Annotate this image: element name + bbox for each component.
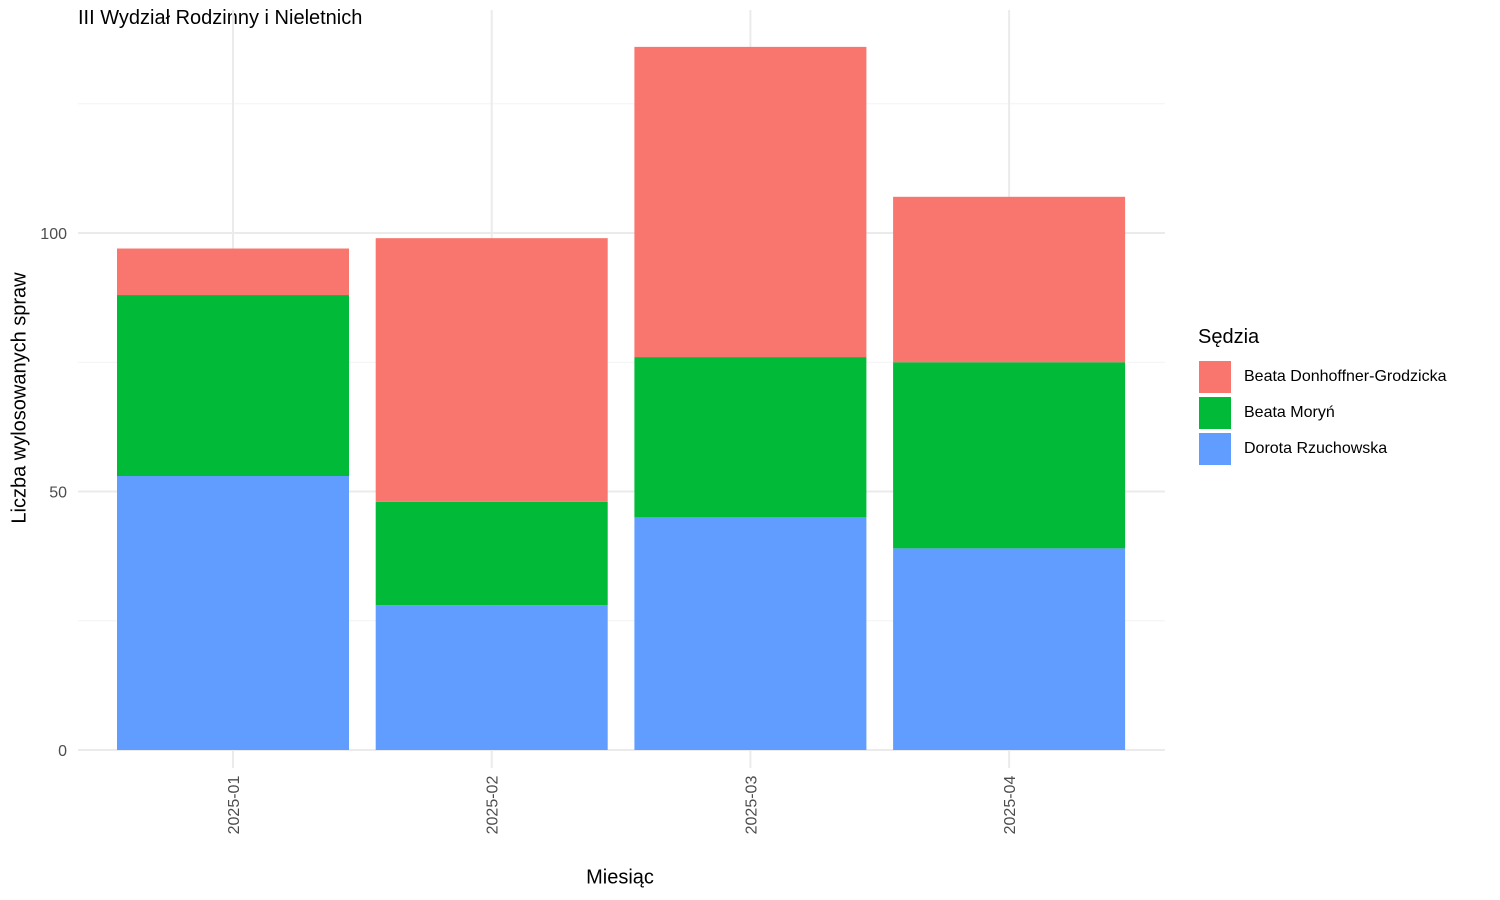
bar-segment: [634, 357, 867, 518]
bar-segment: [375, 501, 608, 606]
legend-label: Beata Donhoffner-Grodzicka: [1244, 368, 1447, 385]
legend-key-moryn: [1198, 396, 1232, 430]
bar-segment: [117, 248, 349, 296]
bar-segment: [893, 196, 1126, 363]
legend-key-donhoffner: [1198, 360, 1232, 394]
bar-segment: [893, 362, 1126, 549]
bar-segment: [375, 238, 608, 502]
bar-segment: [117, 295, 349, 476]
legend: Sędzia Beata Donhoffner-Grodzicka Beata …: [1198, 326, 1446, 467]
x-tick-label: 2025-03: [743, 776, 760, 835]
bar-segment: [375, 605, 608, 750]
bar-segment: [634, 46, 867, 358]
bar-segment: [634, 517, 867, 750]
bar-segment: [893, 548, 1126, 750]
y-axis-label: Liczba wylosowanych spraw: [8, 272, 31, 524]
legend-title: Sędzia: [1198, 326, 1260, 348]
legend-key-rzuchowska: [1198, 432, 1232, 466]
x-tick-label: 2025-01: [226, 776, 243, 835]
legend-item: Beata Donhoffner-Grodzicka: [1198, 359, 1446, 395]
ticks-layer: 0 50 100 2025-01 2025-02 2025-03 2025-04: [40, 226, 1019, 834]
chart-title: III Wydział Rodzinny i Nieletnich: [78, 7, 363, 29]
legend-label: Dorota Rzuchowska: [1244, 440, 1388, 457]
x-tick-label: 2025-02: [485, 776, 502, 835]
bar-segment: [117, 475, 349, 750]
y-tick-label: 0: [58, 743, 67, 760]
legend-item: Beata Moryń: [1198, 395, 1446, 431]
legend-label: Beata Moryń: [1244, 404, 1335, 421]
bars-layer: [117, 46, 1126, 750]
x-tick-label: 2025-04: [1002, 776, 1019, 835]
legend-item: Dorota Rzuchowska: [1198, 431, 1446, 467]
y-tick-label: 100: [40, 226, 67, 243]
x-axis-label: Miesiąc: [586, 866, 654, 889]
y-tick-label: 50: [49, 485, 67, 502]
